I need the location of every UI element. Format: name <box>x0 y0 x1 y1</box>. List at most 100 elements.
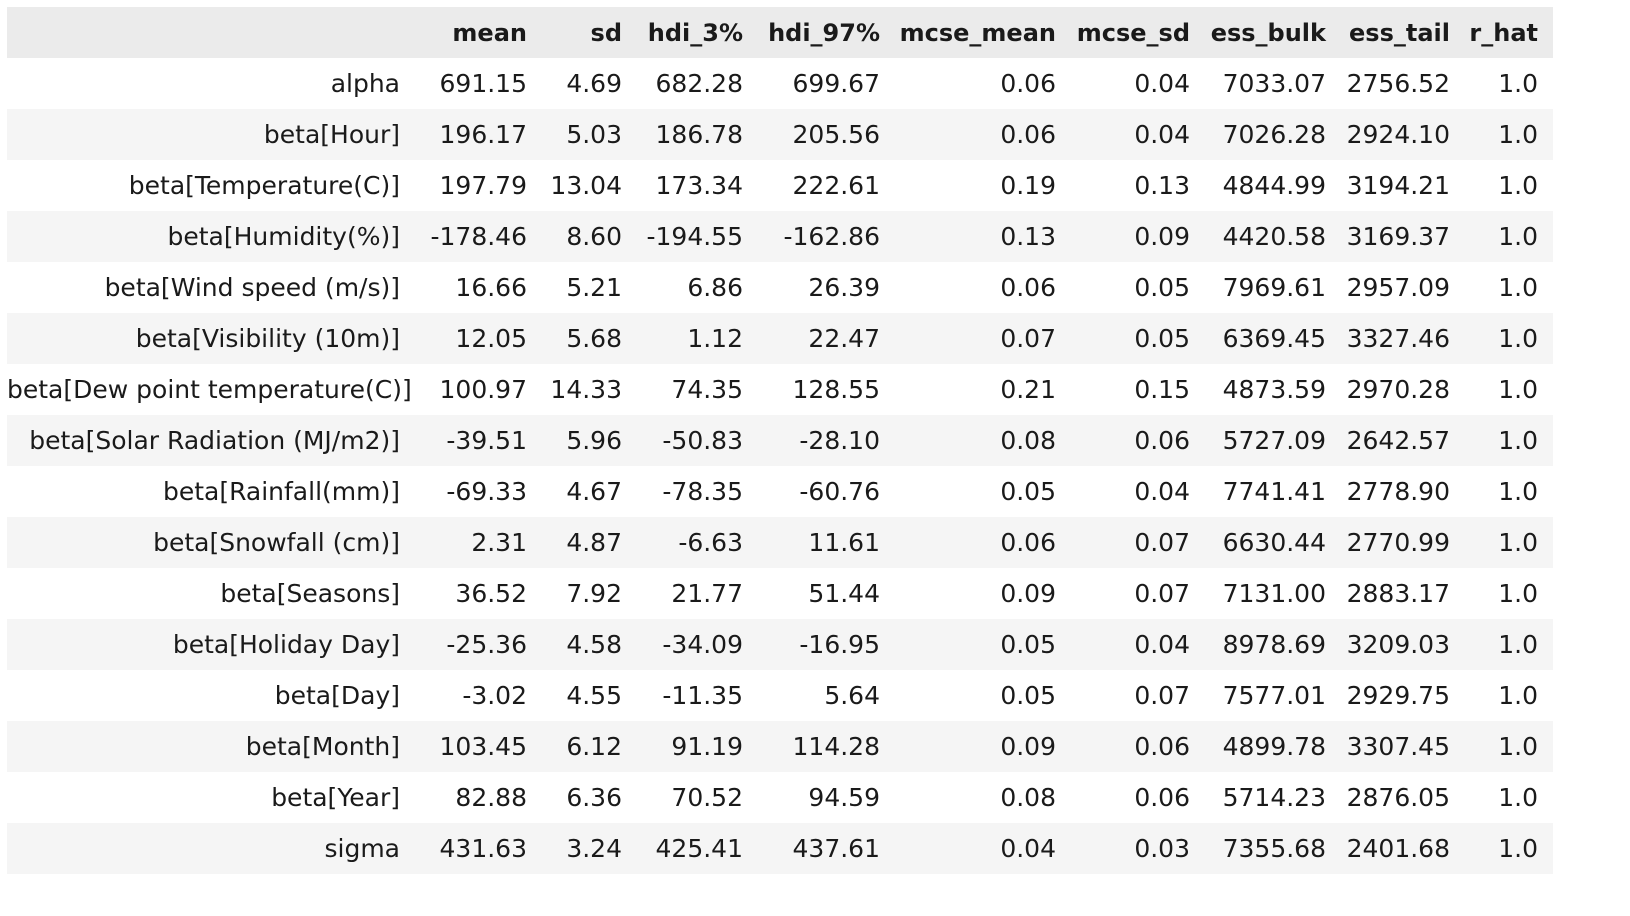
cell-ess-bulk: 8978.69 <box>1222 630 1326 659</box>
posterior-summary-table: mean sd hdi_3% hdi_97% mcse_mean mcse_sd… <box>7 7 1553 874</box>
cell-param: beta[Solar Radiation (MJ/m2)] <box>29 426 400 455</box>
cell-param: beta[Snowfall (cm)] <box>153 528 400 557</box>
cell-hdi-97: 26.39 <box>808 273 880 302</box>
cell-mean: 197.79 <box>439 171 527 200</box>
cell-hdi-3: 70.52 <box>671 783 743 812</box>
cell-hdi-97: 11.61 <box>808 528 880 557</box>
cell-mcse-sd: 0.07 <box>1134 579 1190 608</box>
header-cell-mcse-sd: mcse_sd <box>1076 18 1190 47</box>
cell-hdi-3: 1.12 <box>687 324 743 353</box>
cell-mcse-mean: 0.05 <box>1000 477 1056 506</box>
cell-r-hat: 1.0 <box>1498 681 1538 710</box>
cell-param: beta[Temperature(C)] <box>128 171 400 200</box>
cell-ess-tail: 2401.68 <box>1346 834 1450 863</box>
cell-mcse-sd: 0.05 <box>1134 273 1190 302</box>
cell-mean: 431.63 <box>439 834 527 863</box>
cell-hdi-3: 173.34 <box>655 171 743 200</box>
cell-param: alpha <box>330 69 400 98</box>
cell-mcse-sd: 0.04 <box>1134 69 1190 98</box>
cell-ess-tail: 2778.90 <box>1346 477 1450 506</box>
cell-mean: -25.36 <box>446 630 527 659</box>
cell-mean: -39.51 <box>446 426 527 455</box>
cell-ess-bulk: 6369.45 <box>1222 324 1326 353</box>
cell-mcse-sd: 0.06 <box>1134 732 1190 761</box>
cell-mcse-sd: 0.05 <box>1134 324 1190 353</box>
cell-hdi-3: -78.35 <box>662 477 743 506</box>
cell-ess-bulk: 5714.23 <box>1222 783 1326 812</box>
cell-param: beta[Day] <box>274 681 400 710</box>
cell-mcse-sd: 0.04 <box>1134 120 1190 149</box>
cell-r-hat: 1.0 <box>1498 783 1538 812</box>
cell-hdi-97: 437.61 <box>792 834 880 863</box>
cell-mcse-mean: 0.09 <box>1000 579 1056 608</box>
cell-hdi-97: 205.56 <box>792 120 880 149</box>
table-row: beta[Dew point temperature(C)] 100.97 14.3… <box>7 364 1553 415</box>
cell-mcse-mean: 0.05 <box>1000 630 1056 659</box>
table-row: beta[Holiday Day] -25.36 4.58 -34.09 -16.95 0… <box>7 619 1553 670</box>
header-cell-mean: mean <box>452 18 527 47</box>
cell-ess-bulk: 6630.44 <box>1222 528 1326 557</box>
table-body: alpha 691.15 4.69 682.28 699.67 0.06 0.04 7033.… <box>7 58 1553 874</box>
cell-sd: 5.68 <box>566 324 622 353</box>
cell-sd: 6.12 <box>566 732 622 761</box>
header-cell-ess-bulk: ess_bulk <box>1210 18 1326 47</box>
cell-mcse-mean: 0.09 <box>1000 732 1056 761</box>
cell-mean: 16.66 <box>455 273 527 302</box>
cell-mcse-mean: 0.08 <box>1000 426 1056 455</box>
cell-sd: 5.03 <box>566 120 622 149</box>
table-row: beta[Wind speed (m/s)] 16.66 5.21 6.86 26.39… <box>7 262 1553 313</box>
table-row: beta[Humidity(%)] -178.46 8.60 -194.55 -162.… <box>7 211 1553 262</box>
cell-hdi-3: -34.09 <box>662 630 743 659</box>
table-row: beta[Snowfall (cm)] 2.31 4.87 -6.63 11.61 0.0… <box>7 517 1553 568</box>
cell-sd: 13.04 <box>550 171 622 200</box>
cell-hdi-97: 51.44 <box>808 579 880 608</box>
cell-mcse-mean: 0.04 <box>1000 834 1056 863</box>
cell-mean: -69.33 <box>446 477 527 506</box>
cell-hdi-97: 94.59 <box>808 783 880 812</box>
cell-hdi-97: -60.76 <box>799 477 880 506</box>
cell-sd: 4.69 <box>566 69 622 98</box>
cell-ess-tail: 2756.52 <box>1346 69 1450 98</box>
cell-param: beta[Humidity(%)] <box>167 222 401 251</box>
cell-mcse-sd: 0.09 <box>1134 222 1190 251</box>
cell-hdi-97: -162.86 <box>783 222 881 251</box>
header-cell-ess-tail: ess_tail <box>1349 18 1450 47</box>
cell-sd: 8.60 <box>566 222 622 251</box>
cell-r-hat: 1.0 <box>1498 171 1538 200</box>
cell-mcse-sd: 0.04 <box>1134 630 1190 659</box>
cell-mcse-mean: 0.05 <box>1000 681 1056 710</box>
cell-mean: 196.17 <box>439 120 527 149</box>
cell-mcse-sd: 0.06 <box>1134 426 1190 455</box>
cell-hdi-3: 21.77 <box>671 579 743 608</box>
cell-r-hat: 1.0 <box>1498 324 1538 353</box>
cell-hdi-3: -11.35 <box>662 681 743 710</box>
table-row: beta[Year] 82.88 6.36 70.52 94.59 0.08 0.06 571… <box>7 772 1553 823</box>
cell-hdi-3: 6.86 <box>687 273 743 302</box>
cell-mcse-sd: 0.06 <box>1134 783 1190 812</box>
cell-param: beta[Visibility (10m)] <box>135 324 400 353</box>
cell-mcse-mean: 0.08 <box>1000 783 1056 812</box>
cell-mean: 691.15 <box>439 69 527 98</box>
table-row: beta[Visibility (10m)] 12.05 5.68 1.12 22.47… <box>7 313 1553 364</box>
header-cell-sd: sd <box>590 18 622 47</box>
cell-hdi-3: 682.28 <box>655 69 743 98</box>
cell-sd: 4.67 <box>566 477 622 506</box>
cell-hdi-3: -50.83 <box>662 426 743 455</box>
cell-ess-bulk: 7026.28 <box>1222 120 1326 149</box>
cell-mean: 36.52 <box>455 579 527 608</box>
cell-mcse-sd: 0.13 <box>1134 171 1190 200</box>
cell-ess-tail: 2970.28 <box>1346 375 1450 404</box>
cell-ess-bulk: 4873.59 <box>1222 375 1326 404</box>
table-header-row: mean sd hdi_3% hdi_97% mcse_mean mcse_sd… <box>7 7 1553 58</box>
cell-mcse-mean: 0.21 <box>1000 375 1056 404</box>
cell-ess-tail: 3307.45 <box>1346 732 1450 761</box>
cell-sd: 5.96 <box>566 426 622 455</box>
table-row: beta[Hour] 196.17 5.03 186.78 205.56 0.06 0.04… <box>7 109 1553 160</box>
cell-r-hat: 1.0 <box>1498 120 1538 149</box>
table-row: beta[Temperature(C)] 197.79 13.04 173.34 222… <box>7 160 1553 211</box>
cell-ess-bulk: 5727.09 <box>1222 426 1326 455</box>
cell-ess-bulk: 7355.68 <box>1222 834 1326 863</box>
cell-r-hat: 1.0 <box>1498 69 1538 98</box>
cell-mcse-mean: 0.06 <box>1000 69 1056 98</box>
cell-sd: 4.87 <box>566 528 622 557</box>
